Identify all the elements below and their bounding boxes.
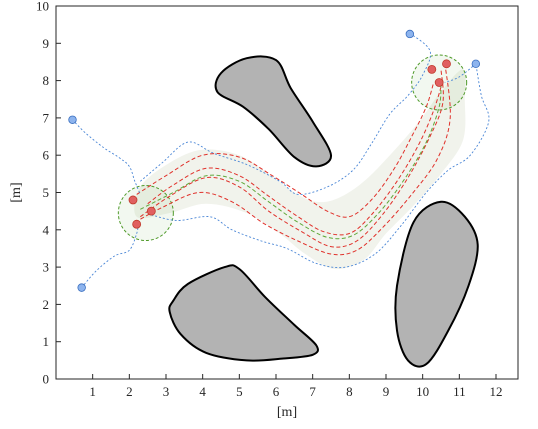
x-tick-label: 11 [453, 384, 466, 399]
x-tick-label: 3 [163, 384, 170, 399]
red-marker-4 [427, 65, 437, 74]
y-tick-label: 6 [43, 148, 50, 163]
x-tick-label: 10 [416, 384, 429, 399]
feasible-corridor [134, 69, 466, 270]
corridor-layer [134, 69, 466, 270]
x-tick-label: 2 [126, 384, 133, 399]
x-axis-label: [m] [277, 405, 297, 420]
blue-trajectory-8 [81, 222, 139, 288]
red-marker-1 [128, 195, 138, 205]
x-tick-label: 5 [236, 384, 243, 399]
y-tick-label: 3 [43, 260, 50, 275]
obstacle-2 [394, 200, 479, 368]
red-trajectory-3 [140, 69, 444, 248]
y-tick-label: 4 [43, 222, 50, 237]
red-marker-5 [442, 59, 451, 69]
marker-layer [68, 29, 481, 292]
x-axis-ticks: 1 2 3 4 5 6 7 8 9 10 11 12 [89, 374, 503, 399]
blue-marker-4 [471, 59, 481, 69]
blue-trajectory-9 [151, 63, 490, 269]
y-tick-label: 8 [43, 73, 50, 88]
red-marker-2 [146, 206, 156, 216]
y-tick-label: 1 [43, 334, 50, 349]
y-tick-label: 5 [43, 185, 50, 200]
obstacle-1 [214, 55, 332, 168]
green-trajectory-5 [140, 82, 442, 240]
x-tick-label: 9 [383, 384, 390, 399]
x-tick-label: 6 [273, 384, 280, 399]
blue-marker-1 [68, 115, 77, 124]
obstacle-3 [168, 264, 319, 362]
y-tick-label: 2 [43, 297, 50, 312]
blue-marker-3 [405, 29, 415, 39]
blue-trajectory-6 [72, 119, 141, 195]
y-tick-label: 7 [43, 110, 50, 125]
y-axis-label: [m] [9, 182, 24, 202]
x-tick-label: 1 [89, 384, 96, 399]
x-tick-label: 4 [199, 384, 206, 399]
path-layer [72, 31, 490, 288]
blue-trajectory-7 [140, 31, 431, 195]
blue-trajectory-10 [444, 63, 477, 83]
blue-marker-2 [77, 283, 86, 292]
red-trajectory-1 [136, 82, 435, 218]
red-trajectory-4 [134, 61, 451, 256]
obstacle-layer [168, 55, 479, 368]
y-tick-label: 9 [43, 36, 50, 51]
y-tick-label: 0 [43, 372, 50, 387]
x-tick-label: 8 [346, 384, 353, 399]
red-trajectory-2 [147, 80, 444, 236]
x-tick-label: 7 [309, 384, 316, 399]
x-tick-label: 12 [490, 384, 503, 399]
red-marker-3 [132, 219, 142, 229]
y-axis-ticks: 0 1 2 3 4 5 6 7 8 9 10 [36, 0, 61, 387]
y-tick-label: 10 [36, 0, 49, 14]
red-marker-6 [434, 78, 444, 87]
